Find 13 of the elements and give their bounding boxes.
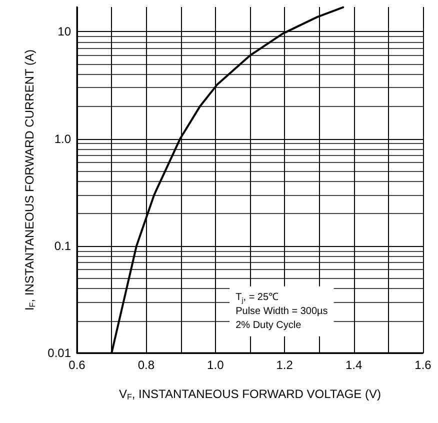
y-tick-label: 1.0 (54, 132, 72, 146)
x-tick-label: 0.8 (138, 358, 155, 372)
y-tick-label: 10 (58, 24, 72, 39)
y-tick-label: 0.01 (48, 346, 72, 360)
x-tick-label: 1.0 (207, 358, 224, 372)
x-tick-label: 1.4 (345, 358, 362, 372)
y-tick-label: 0.1 (54, 238, 72, 253)
x-tick-label: 1.6 (414, 358, 432, 372)
annotation: 2% Duty Cycle (236, 320, 302, 331)
x-tick-label: 1.2 (276, 358, 294, 372)
annotation: Pulse Width = 300µs (236, 306, 328, 317)
y-axis-title: IF, INSTANTANEOUS FORWARD CURRENT (A) (22, 50, 38, 311)
x-tick-label: 0.6 (68, 358, 86, 372)
